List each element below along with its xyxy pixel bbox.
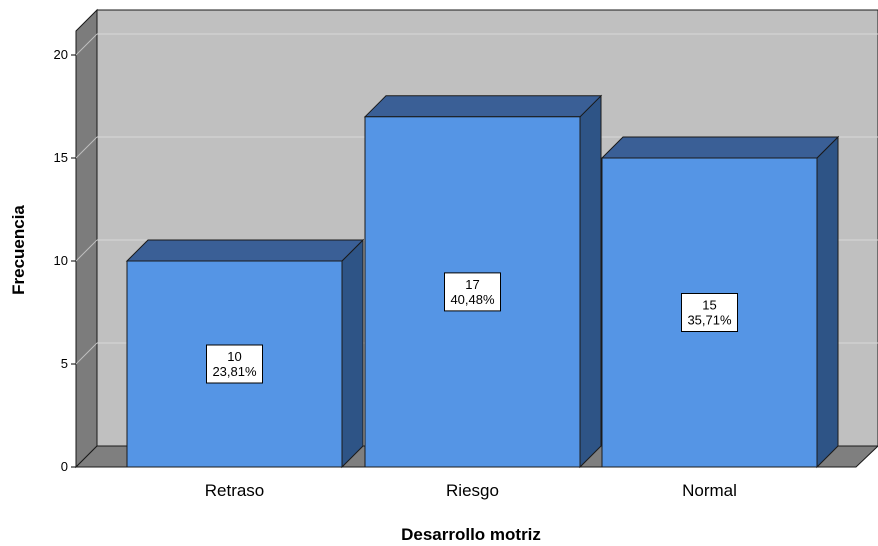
data-label-box: [681, 293, 738, 332]
gridline-side: [75, 239, 98, 262]
gridline-side: [75, 136, 98, 159]
data-label-percent: 23,81%: [212, 364, 257, 379]
data-label-box: [206, 344, 263, 384]
data-label-count: 10: [227, 349, 241, 364]
y-tick-label: 15: [54, 150, 68, 165]
chart-side-wall: [75, 8, 98, 469]
data-label-count: 15: [702, 298, 716, 313]
x-tick-label: Retraso: [205, 481, 265, 500]
y-tick-label: 10: [54, 253, 68, 268]
bar-side-face: [579, 94, 602, 469]
x-axis-title: Desarrollo motriz: [401, 525, 541, 544]
bar-side-face: [341, 238, 364, 469]
y-axis-title: Frecuencia: [9, 205, 28, 295]
y-tick-label: 5: [61, 356, 68, 371]
bar-top-face: [125, 239, 365, 262]
data-label-box: [444, 272, 501, 312]
gridline-side: [75, 33, 98, 56]
x-axis-labels: Retraso Riesgo Normal: [205, 481, 737, 500]
y-axis-ticks: 0 5 10 15 20: [54, 47, 76, 474]
y-tick-label: 0: [61, 459, 68, 474]
data-label-percent: 40,48%: [450, 292, 495, 307]
x-tick-label: Normal: [682, 481, 737, 500]
data-label-percent: 35,71%: [687, 313, 732, 328]
x-tick-label: Riesgo: [446, 481, 499, 500]
gridline-side: [75, 342, 98, 365]
data-label-count: 17: [465, 277, 479, 292]
bar-side-face: [816, 135, 839, 469]
bar-top-face: [363, 95, 603, 118]
y-tick-label: 20: [54, 47, 68, 62]
bar-top-face: [600, 136, 840, 159]
